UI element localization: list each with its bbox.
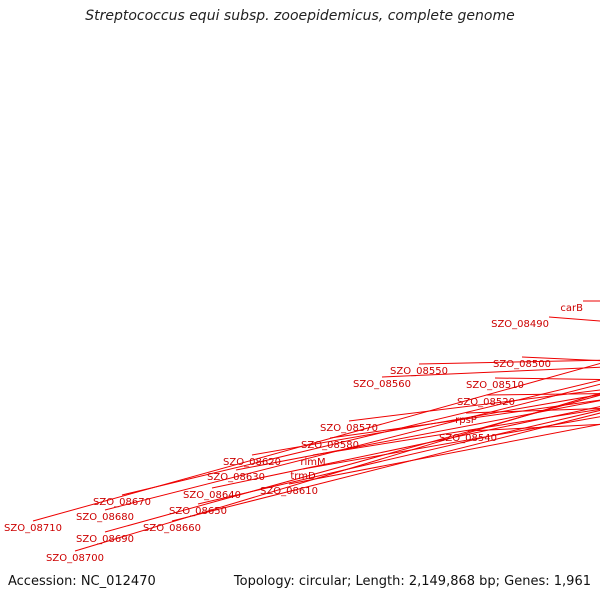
gene-label[interactable]: SZO_08710	[4, 523, 62, 534]
gene-label[interactable]: SZO_08630	[207, 472, 265, 483]
gene-label-leader	[104, 383, 600, 511]
gene-label[interactable]: SZO_08690	[76, 534, 134, 545]
gene-label-leader	[171, 412, 600, 522]
gene-label[interactable]: rpsP	[455, 415, 477, 426]
gene-label-leader	[329, 399, 600, 439]
gene-label-leader	[288, 423, 600, 485]
gene-label[interactable]: SZO_08620	[223, 457, 281, 468]
gene-label[interactable]: SZO_08510	[466, 380, 524, 391]
gene-label[interactable]: SZO_08570	[320, 423, 378, 434]
gene-label-leader	[302, 416, 600, 470]
gene-label-leader	[121, 379, 600, 496]
gene-label[interactable]: SZO_08520	[457, 397, 515, 408]
gene-label-leader	[74, 392, 600, 552]
gene-label[interactable]: SZO_08680	[76, 512, 134, 523]
gene-label-leader	[348, 389, 600, 422]
gene-label-leader	[104, 394, 600, 533]
accession-text: Accession: NC_012470	[8, 574, 156, 589]
label-leader-lines	[32, 300, 600, 552]
gene-label-leader	[211, 406, 600, 489]
genome-stats-text: Topology: circular; Length: 2,149,868 bp…	[233, 574, 591, 589]
gene-labels: carB SZO_08490 SZO_08500 SZO_08510 SZO_08520…	[4, 303, 583, 564]
gene-label[interactable]: SZO_08650	[169, 506, 227, 517]
gene-label[interactable]: SZO_08490	[491, 319, 549, 330]
gene-label[interactable]: SZO_08540	[439, 433, 497, 444]
gene-label-leader	[312, 408, 600, 456]
gene-label-leader	[251, 394, 600, 456]
gene-label[interactable]: SZO_08660	[143, 523, 201, 534]
gene-label-leader	[548, 316, 600, 322]
gene-label[interactable]: SZO_08700	[46, 553, 104, 564]
gene-label-leader	[32, 362, 600, 522]
map-title: Streptococcus equi subsp. zooepidemicus,…	[85, 8, 515, 24]
gene-label-leader	[197, 409, 600, 505]
gene-label[interactable]: SZO_08580	[301, 440, 359, 451]
gene-label-leader	[582, 300, 600, 302]
gene-label[interactable]: SZO_08670	[93, 497, 151, 508]
gene-label-leader	[235, 400, 600, 471]
gene-label[interactable]: SZO_08610	[260, 486, 318, 497]
gene-label[interactable]: carB	[560, 303, 583, 314]
gene-label[interactable]: SZO_08640	[183, 490, 241, 501]
gene-label[interactable]: SZO_08550	[390, 366, 448, 377]
gene-label[interactable]: SZO_08500	[493, 359, 551, 370]
gene-label[interactable]: trmD	[290, 471, 316, 482]
gene-label[interactable]: SZO_08560	[353, 379, 411, 390]
gene-label[interactable]: rimM	[300, 457, 325, 468]
